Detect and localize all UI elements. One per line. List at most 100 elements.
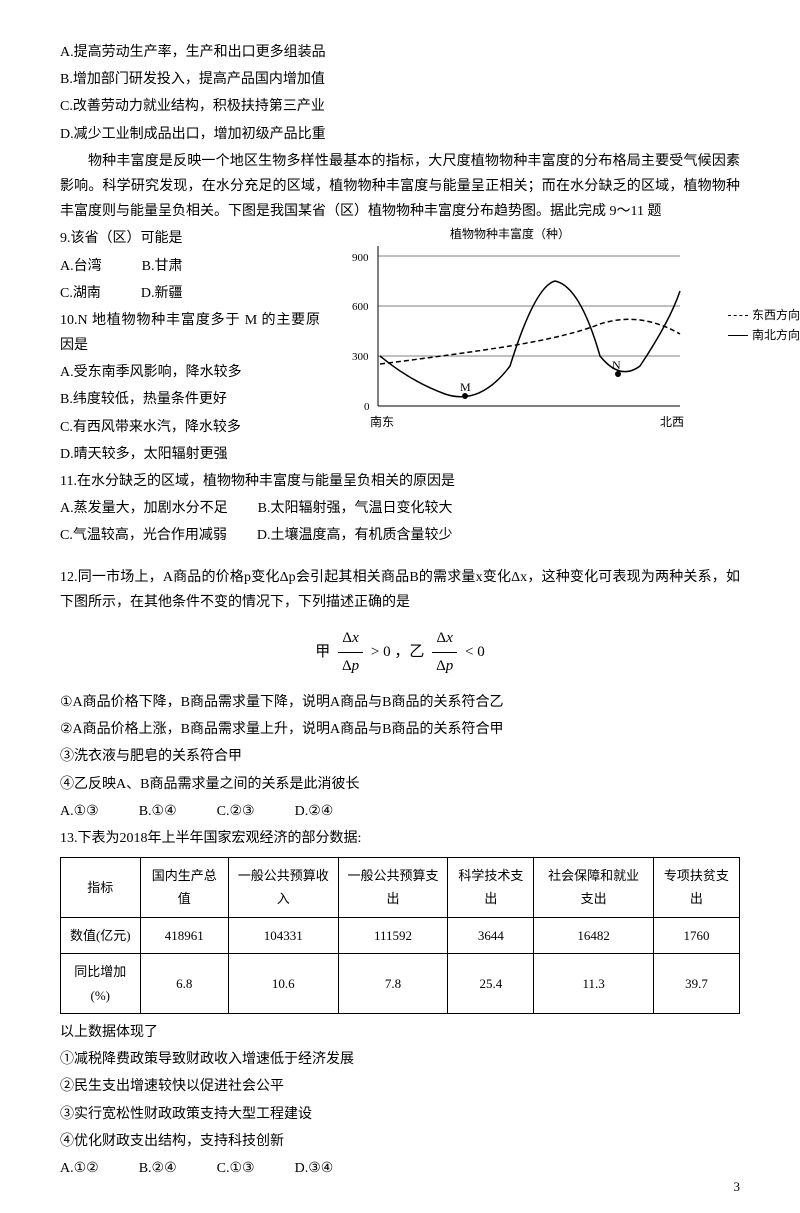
q13-d: D.③④ <box>295 1156 334 1181</box>
frac1-num: Δx <box>338 625 363 653</box>
q9-stem: 9.该省（区）可能是 <box>60 226 320 251</box>
r1-0: 418961 <box>140 917 228 953</box>
q13-p3: ③实行宽松性财政政策支持大型工程建设 <box>60 1102 740 1127</box>
q10-a: A.受东南季风影响，降水较多 <box>60 360 320 385</box>
q13-stem: 13.下表为2018年上半年国家宏观经济的部分数据: <box>60 826 740 851</box>
q12-stem: 12.同一市场上，A商品的价格p变化Δp会引起其相关商品B的需求量x变化Δx，这… <box>60 565 740 615</box>
q10-stem: 10.N 地植物物种丰富度多于 M 的主要原因是 <box>60 308 320 358</box>
q13-p4: ④优化财政支出结构，支持科技创新 <box>60 1129 740 1154</box>
table-row-value: 数值(亿元) 418961 104331 111592 3644 16482 1… <box>61 917 740 953</box>
q9-a: A.台湾 <box>60 254 102 279</box>
page-number: 3 <box>734 1175 741 1198</box>
chart-legend: 东西方向 南北方向 <box>728 306 800 344</box>
frac2: Δx Δp <box>432 625 457 680</box>
option-c: C.改善劳动力就业结构，积极扶持第三产业 <box>60 94 740 119</box>
ytick-900: 900 <box>352 252 369 264</box>
q13-a: A.①② <box>60 1156 99 1181</box>
r2-4: 11.3 <box>534 954 653 1014</box>
q12-p2: ②A商品价格上涨，B商品需求量上升，说明A商品与B商品的关系符合甲 <box>60 717 740 742</box>
r2-1: 10.6 <box>228 954 338 1014</box>
q12-b: B.①④ <box>139 799 177 824</box>
r1-4: 16482 <box>534 917 653 953</box>
q13-p2: ②民生支出增速较快以促进社会公平 <box>60 1074 740 1099</box>
solid-series <box>380 281 680 397</box>
q9-c: C.湖南 <box>60 281 101 306</box>
yi-label: ，乙 <box>394 644 424 660</box>
q12-d: D.②④ <box>295 799 334 824</box>
th-1: 国内生产总值 <box>140 858 228 918</box>
x-right-label: 北西 <box>660 415 684 429</box>
q11-stem: 11.在水分缺乏的区域，植物物种丰富度与能量呈负相关的原因是 <box>60 469 740 494</box>
q10-b: B.纬度较低，热量条件更好 <box>60 387 320 412</box>
legend-dash-label: 东西方向 <box>752 306 800 325</box>
dash-series <box>380 320 680 365</box>
gt0: > 0 <box>371 644 391 660</box>
table-header-row: 指标 国内生产总值 一般公共预算收入 一般公共预算支出 科学技术支出 社会保障和… <box>61 858 740 918</box>
q12-formula: 甲 Δx Δp > 0 ，乙 Δx Δp < 0 <box>60 625 740 680</box>
r1-1: 104331 <box>228 917 338 953</box>
left-column: 9.该省（区）可能是 A.台湾 B.甘肃 C.湖南 D.新疆 10.N 地植物物… <box>60 226 320 467</box>
r1-5: 1760 <box>653 917 739 953</box>
th-0: 指标 <box>61 858 141 918</box>
q12-c: C.②③ <box>217 799 255 824</box>
r1-3: 3644 <box>448 917 534 953</box>
chart-svg: 植物物种丰富度（种） 900 600 300 0 M N 南东 北西 <box>340 226 690 436</box>
option-a: A.提高劳动生产率，生产和出口更多组装品 <box>60 40 740 65</box>
q9-d: D.新疆 <box>141 281 183 306</box>
q9-b: B.甘肃 <box>142 254 183 279</box>
frac1-den: Δp <box>338 653 363 680</box>
economic-data-table: 指标 国内生产总值 一般公共预算收入 一般公共预算支出 科学技术支出 社会保障和… <box>60 857 740 1014</box>
r2-5: 39.7 <box>653 954 739 1014</box>
th-3: 一般公共预算支出 <box>338 858 448 918</box>
legend-dash-line <box>728 315 748 316</box>
frac2-den: Δp <box>432 653 457 680</box>
q12-opts: A.①③ B.①④ C.②③ D.②④ <box>60 799 740 824</box>
species-chart: 植物物种丰富度（种） 900 600 300 0 M N 南东 北西 东西方向 <box>340 226 740 446</box>
q13-opts: A.①② B.②④ C.①③ D.③④ <box>60 1156 740 1181</box>
frac1: Δx Δp <box>338 625 363 680</box>
lt0: < 0 <box>465 644 485 660</box>
ytick-0: 0 <box>364 401 370 413</box>
q12-p3: ③洗衣液与肥皂的关系符合甲 <box>60 744 740 769</box>
point-m-label: M <box>460 380 471 394</box>
th-2: 一般公共预算收入 <box>228 858 338 918</box>
r1-label: 数值(亿元) <box>61 917 141 953</box>
q10-d: D.晴天较多，太阳辐射更强 <box>60 442 320 467</box>
q12-a: A.①③ <box>60 799 99 824</box>
r1-2: 111592 <box>338 917 448 953</box>
option-d: D.减少工业制成品出口，增加初级产品比重 <box>60 122 740 147</box>
q11-opts-1: A.蒸发量大，加剧水分不足 B.太阳辐射强，气温日变化较大 <box>60 496 740 521</box>
r2-3: 25.4 <box>448 954 534 1014</box>
legend-solid-label: 南北方向 <box>752 326 800 345</box>
jia-label: 甲 <box>315 644 330 660</box>
q13-b: B.②④ <box>139 1156 177 1181</box>
point-n-label: N <box>612 358 621 372</box>
q12-p4: ④乙反映A、B商品需求量之间的关系是此消彼长 <box>60 772 740 797</box>
ytick-600: 600 <box>352 301 369 313</box>
r2-label: 同比增加(%) <box>61 954 141 1014</box>
q13-c: C.①③ <box>217 1156 255 1181</box>
q11-opts-2: C.气温较高，光合作用减弱 D.土壤温度高，有机质含量较少 <box>60 523 740 548</box>
th-4: 科学技术支出 <box>448 858 534 918</box>
legend-solid: 南北方向 <box>728 326 800 345</box>
q11-c: C.气温较高，光合作用减弱 <box>60 523 227 548</box>
q9-opts-2: C.湖南 D.新疆 <box>60 281 320 306</box>
r2-2: 7.8 <box>338 954 448 1014</box>
frac2-num: Δx <box>432 625 457 653</box>
q13-after: 以上数据体现了 <box>60 1020 740 1045</box>
table-row-growth: 同比增加(%) 6.8 10.6 7.8 25.4 11.3 39.7 <box>61 954 740 1014</box>
q13-p1: ①减税降费政策导致财政收入增速低于经济发展 <box>60 1047 740 1072</box>
q11-a: A.蒸发量大，加剧水分不足 <box>60 496 228 521</box>
th-5: 社会保障和就业支出 <box>534 858 653 918</box>
q11-d: D.土壤温度高，有机质含量较少 <box>257 523 453 548</box>
passage-text: 物种丰富度是反映一个地区生物多样性最基本的指标，大尺度植物物种丰富度的分布格局主… <box>60 149 740 225</box>
th-6: 专项扶贫支出 <box>653 858 739 918</box>
q9-opts-1: A.台湾 B.甘肃 <box>60 254 320 279</box>
x-left-label: 南东 <box>370 414 394 429</box>
r2-0: 6.8 <box>140 954 228 1014</box>
q9-q10-wrap: 9.该省（区）可能是 A.台湾 B.甘肃 C.湖南 D.新疆 10.N 地植物物… <box>60 226 740 467</box>
legend-dash: 东西方向 <box>728 306 800 325</box>
q11-b: B.太阳辐射强，气温日变化较大 <box>258 496 453 521</box>
q10-c: C.有西风带来水汽，降水较多 <box>60 415 320 440</box>
ytick-300: 300 <box>352 351 369 363</box>
